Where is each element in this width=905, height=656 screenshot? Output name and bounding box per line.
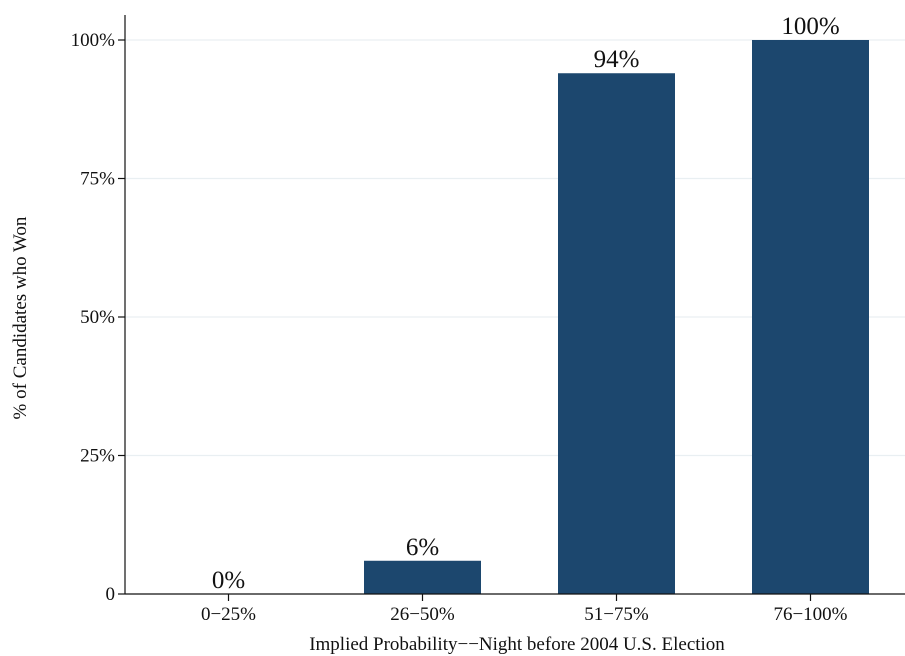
x-tick-label: 76−100% xyxy=(773,604,847,625)
y-tick-label: 25% xyxy=(80,446,115,467)
y-axis-title: % of Candidates who Won xyxy=(10,216,31,419)
bar-3 xyxy=(558,73,675,595)
data-label: 6% xyxy=(406,534,439,561)
x-tick-label: 0−25% xyxy=(201,604,256,625)
y-tick-label: 100% xyxy=(71,30,116,51)
x-tick-label: 51−75% xyxy=(584,604,649,625)
bars xyxy=(364,40,869,595)
x-axis-title: Implied Probability−−Night before 2004 U… xyxy=(309,634,725,655)
bar-2 xyxy=(364,560,481,594)
bar-4 xyxy=(752,40,869,594)
y-ticks: 0 25% 50% 75% 100% xyxy=(71,30,125,605)
data-label: 100% xyxy=(781,13,839,40)
data-label: 94% xyxy=(594,46,640,73)
y-tick-label: 0 xyxy=(106,584,116,605)
y-tick-label: 50% xyxy=(80,307,115,328)
y-tick-label: 75% xyxy=(80,169,115,190)
data-label: 0% xyxy=(212,567,245,594)
x-ticks: 0−25% 26−50% 51−75% 76−100% xyxy=(201,594,848,625)
data-labels: 0% 6% 94% 100% xyxy=(212,13,840,594)
x-tick-label: 26−50% xyxy=(390,604,455,625)
